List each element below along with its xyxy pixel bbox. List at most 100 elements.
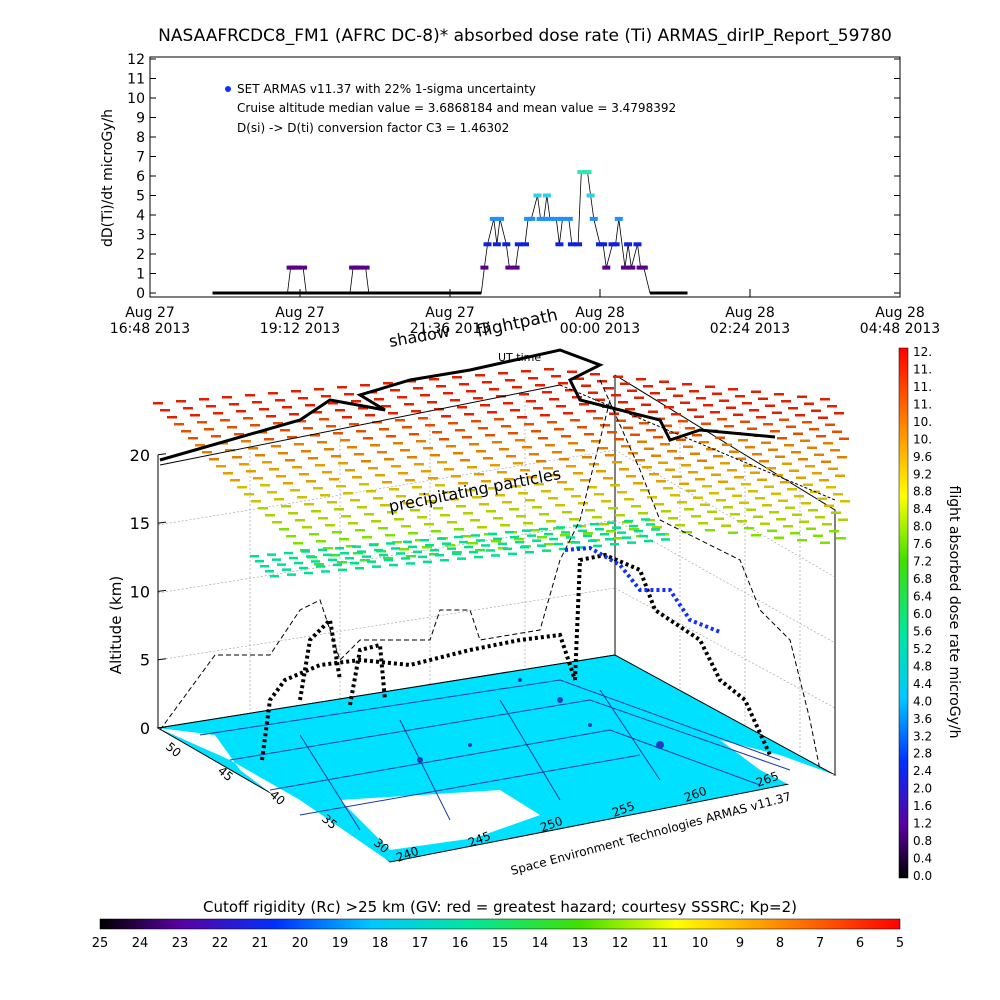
particle-cell [289, 413, 299, 416]
particle-cell [362, 536, 372, 539]
particle-cell [398, 472, 408, 475]
particle-cell [562, 511, 572, 514]
top-y-tick-label: 5 [136, 189, 145, 205]
particle-cell [491, 540, 501, 543]
particle-cell-low [367, 560, 376, 563]
particle-cell [328, 402, 338, 405]
particle-cell [550, 474, 560, 477]
particle-cell [838, 518, 848, 521]
particle-cell [541, 490, 551, 493]
particle-cell-low [629, 524, 638, 528]
particle-cell [335, 409, 345, 412]
particle-cell [526, 400, 536, 403]
dose-rate-point [492, 242, 501, 247]
particle-cell [624, 498, 634, 501]
particle-cell [728, 388, 738, 391]
particle-cell-low [554, 542, 563, 546]
particle-cell [819, 479, 829, 482]
particle-cell-low [452, 552, 461, 555]
dose-rate-point [496, 216, 504, 221]
particle-cell-low [474, 555, 483, 559]
particle-cell [475, 374, 485, 377]
particle-cell [246, 470, 256, 473]
particle-cell [202, 451, 212, 454]
z-tick-label: 5 [140, 651, 150, 670]
particle-cell [647, 496, 657, 499]
particle-cell [677, 501, 687, 504]
particle-cell [357, 506, 367, 509]
particle-cell [408, 532, 418, 535]
particle-cell [472, 496, 482, 499]
particle-cell [799, 520, 809, 523]
particle-cell [661, 510, 671, 513]
particle-cell [441, 415, 451, 418]
particle-cell [599, 523, 609, 526]
particle-cell [252, 401, 262, 404]
particle-cell [160, 409, 170, 412]
particle-cell [225, 449, 235, 452]
particle-cell [774, 536, 784, 539]
particle-cell-low [644, 539, 653, 543]
particle-cell [805, 465, 815, 468]
dose-rate-point [602, 265, 611, 270]
particle-cell [608, 507, 618, 510]
particle-cell [275, 399, 285, 402]
particle-cell [195, 444, 205, 447]
particle-cell [785, 506, 795, 509]
particle-cell-low [525, 551, 534, 554]
particle-cell [578, 502, 588, 505]
dose-rate-point [527, 216, 536, 221]
particle-cell [705, 385, 715, 388]
particle-cell [626, 475, 636, 478]
particle-cell [266, 415, 276, 418]
particle-cell [390, 389, 400, 392]
particle-cell [167, 416, 177, 419]
particle-cell [262, 461, 272, 464]
particle-cell-low [539, 527, 548, 531]
particle-cell [683, 445, 693, 448]
particle-cell [792, 513, 802, 516]
particle-cell [430, 454, 440, 457]
label-ut-time: UT time [498, 351, 541, 364]
particle-cell [298, 397, 308, 400]
top-x-tick-label-line2: 16:48 2013 [110, 321, 190, 337]
particle-cell [216, 465, 226, 468]
particle-cell [644, 447, 654, 450]
dose-rate-point [533, 193, 542, 198]
particle-cell [823, 442, 833, 445]
particle-cell [539, 513, 549, 516]
particle-cell [600, 424, 610, 427]
colorbar-right-tick: 11. [913, 397, 932, 411]
particle-cell [495, 494, 505, 497]
particle-cell [773, 474, 783, 477]
particle-cell-low [595, 528, 604, 531]
particle-cell [700, 503, 710, 506]
particle-cell-low [408, 545, 417, 549]
particle-cell [457, 406, 467, 409]
particle-cell [720, 462, 730, 465]
particle-cell [375, 474, 385, 477]
particle-cell [650, 392, 660, 395]
particle-cell [583, 532, 593, 535]
particle-cell [739, 501, 749, 504]
colorbar-bottom-tick: 12 [612, 936, 629, 951]
particle-cell [392, 541, 402, 544]
particle-cell [373, 497, 383, 500]
top-y-tick-label: 10 [127, 91, 145, 107]
particle-cell [783, 525, 793, 528]
particle-cell [603, 477, 613, 480]
particle-cell [253, 477, 263, 480]
particle-cell [718, 480, 728, 483]
particle-cell [356, 430, 366, 433]
particle-cell [710, 411, 720, 414]
particle-cell [595, 398, 605, 401]
particle-cell [769, 511, 779, 514]
particle-cell [490, 464, 500, 467]
colorbar-right-label: flight absorbed dose rate microGy/h [946, 486, 962, 739]
particle-cell [455, 429, 465, 432]
particle-cell [209, 458, 219, 461]
particle-cell [465, 489, 475, 492]
top-x-tick-label-line2: 04:48 2013 [860, 321, 940, 337]
particle-cell [447, 521, 457, 524]
particle-cell [488, 487, 498, 490]
